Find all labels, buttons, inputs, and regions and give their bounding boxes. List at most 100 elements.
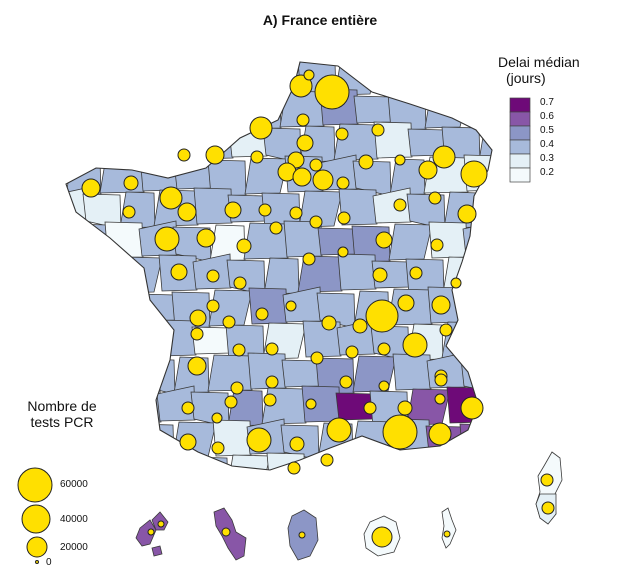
- department-region: [226, 454, 271, 470]
- pcr-test-bubble: [190, 327, 204, 341]
- pcr-test-bubble: [196, 228, 216, 248]
- color-legend-title-line1: Delai médian: [498, 54, 580, 70]
- pcr-test-bubble: [177, 202, 197, 222]
- pcr-test-bubble: [170, 263, 188, 281]
- size-legend-circle: [21, 504, 51, 534]
- pcr-test-bubble: [211, 412, 223, 424]
- pcr-test-bubble: [312, 169, 334, 191]
- pcr-test-bubble: [154, 226, 180, 252]
- department-region: [155, 458, 195, 470]
- department-region: [118, 62, 158, 98]
- pcr-test-bubble: [224, 201, 242, 219]
- size-legend-circle: [17, 467, 53, 503]
- department-region: [66, 223, 109, 261]
- pcr-test-bubble: [393, 198, 407, 212]
- pcr-test-bubble: [372, 267, 388, 283]
- pcr-test-bubble: [246, 427, 272, 453]
- pcr-test-bubble: [302, 252, 316, 266]
- pcr-test-bubble: [206, 299, 220, 313]
- pcr-test-bubble: [460, 396, 484, 420]
- department-region: [461, 293, 492, 322]
- pcr-test-bubble: [430, 238, 444, 252]
- color-legend-label: 0.5: [540, 125, 554, 136]
- pcr-test-bubble: [450, 277, 462, 289]
- pcr-test-bubble: [255, 307, 269, 321]
- pcr-test-bubble: [211, 441, 225, 455]
- color-legend-swatch: [509, 125, 531, 141]
- pcr-test-bubble: [187, 356, 207, 376]
- pcr-test-bubble: [326, 417, 352, 443]
- pcr-test-bubble: [352, 318, 368, 334]
- pcr-test-bubble: [224, 395, 238, 409]
- pcr-test-bubble: [303, 69, 315, 81]
- pcr-test-bubble: [320, 453, 334, 467]
- pcr-test-bubble: [371, 123, 385, 137]
- pcr-test-bubbles: [81, 69, 555, 548]
- pcr-test-bubble: [189, 309, 207, 327]
- pcr-test-bubble: [540, 473, 554, 487]
- pcr-test-bubble: [159, 186, 183, 210]
- pcr-test-bubble: [339, 375, 353, 389]
- department-region: [497, 227, 535, 262]
- pcr-test-bubble: [205, 145, 225, 165]
- pcr-test-bubble: [309, 215, 323, 229]
- department-region: [334, 457, 374, 470]
- pcr-test-bubble: [296, 134, 314, 152]
- pcr-test-bubble: [397, 294, 415, 312]
- color-legend-swatch: [509, 153, 531, 169]
- size-legend-circle: [35, 560, 39, 564]
- pcr-test-bubble: [434, 393, 446, 405]
- color-legend-swatch: [509, 139, 531, 155]
- color-legend: 0.7 0.6 0.5 0.4 0.3 0.2: [509, 97, 554, 183]
- department-region: [352, 355, 397, 393]
- size-legend-title-line2: tests PCR: [30, 414, 94, 430]
- department-region: [83, 128, 123, 157]
- department-region: [102, 352, 142, 389]
- pcr-test-bubble: [434, 373, 448, 387]
- department-region: [137, 293, 177, 322]
- department-region: [482, 254, 492, 292]
- pcr-test-bubble: [123, 175, 139, 191]
- color-legend-swatch: [509, 111, 531, 127]
- pcr-test-bubble: [310, 351, 324, 365]
- pcr-test-bubble: [289, 206, 303, 220]
- pcr-test-bubble: [232, 343, 246, 357]
- pcr-test-bubble: [292, 167, 312, 187]
- pcr-test-bubble: [358, 154, 374, 170]
- department-region: [442, 62, 482, 98]
- pcr-test-bubble: [265, 342, 279, 356]
- department-region: [283, 220, 323, 258]
- department-region: [104, 221, 144, 259]
- pcr-test-bubble: [431, 295, 451, 315]
- pcr-test-bubble: [541, 501, 555, 515]
- pcr-test-bubble: [394, 154, 406, 166]
- department-region: [66, 288, 109, 326]
- department-region: [459, 423, 492, 461]
- size-legend-label: 0: [46, 557, 52, 568]
- pcr-test-bubble: [177, 148, 191, 162]
- pcr-test-bubble: [147, 528, 155, 536]
- pcr-test-bubble: [365, 299, 399, 333]
- pcr-test-bubble: [250, 150, 264, 164]
- department-region: [155, 62, 192, 97]
- pcr-test-bubble: [397, 400, 413, 416]
- department-region: [207, 159, 247, 197]
- pcr-test-bubble: [206, 269, 220, 283]
- pcr-test-bubble: [269, 221, 283, 235]
- pcr-test-bubble: [371, 526, 393, 548]
- pcr-test-bubble: [309, 158, 323, 172]
- color-legend-label: 0.3: [540, 153, 554, 164]
- color-legend-title-line2: (jours): [506, 70, 546, 86]
- department-region: [479, 458, 492, 470]
- pcr-test-bubble: [382, 414, 418, 450]
- pcr-test-bubble: [336, 176, 350, 190]
- department-region: [100, 91, 145, 129]
- department-region: [408, 62, 448, 92]
- size-legend-circle: [26, 536, 48, 558]
- color-legend-label: 0.7: [540, 97, 554, 108]
- department-region: [208, 94, 248, 131]
- department-region: [66, 62, 90, 94]
- department-region: [353, 95, 393, 124]
- color-legend-label: 0.2: [540, 167, 554, 178]
- size-legend-label: 40000: [60, 514, 88, 525]
